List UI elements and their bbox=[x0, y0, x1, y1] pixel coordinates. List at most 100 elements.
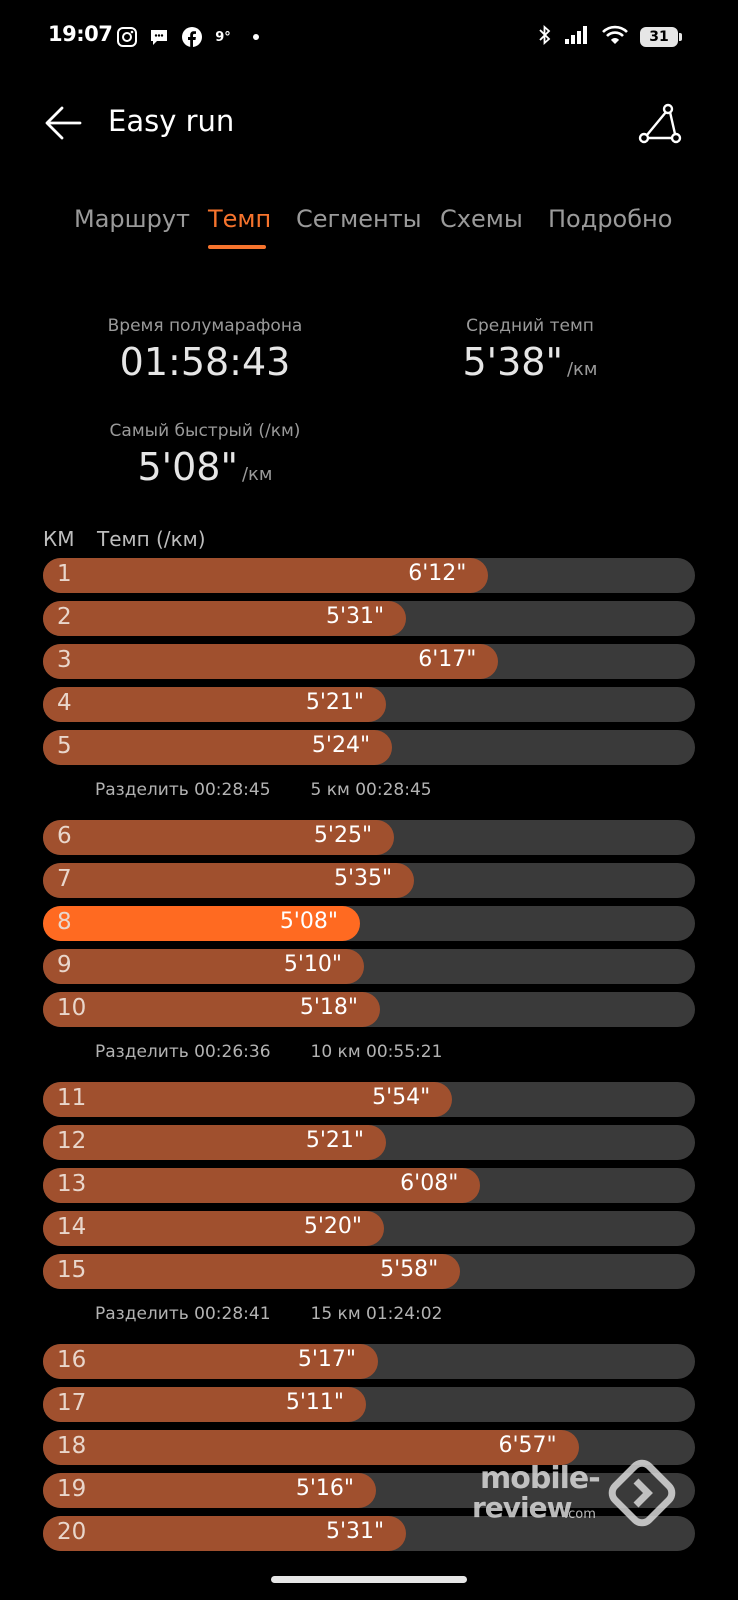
pace-row[interactable]: 19 5'16" bbox=[43, 1473, 695, 1508]
fastest-pace-value: 5'08" bbox=[137, 445, 238, 489]
pace-bar-fastest bbox=[43, 906, 360, 941]
avg-pace-unit: /км bbox=[566, 359, 598, 380]
battery-icon: 31 bbox=[640, 27, 682, 47]
pace-value: 5'35" bbox=[333, 866, 393, 891]
pace-value: 5'16" bbox=[295, 1476, 355, 1501]
pace-row[interactable]: 16 5'17" bbox=[43, 1344, 695, 1379]
split-cumulative: 15 км 01:24:02 bbox=[310, 1304, 443, 1324]
watermark-line2: review bbox=[472, 1491, 573, 1524]
km-label: 5 bbox=[57, 733, 72, 759]
km-label: 11 bbox=[57, 1085, 87, 1111]
split-time: Разделить 00:26:36 bbox=[95, 1042, 271, 1062]
watermark-logo: mobile- review .com bbox=[470, 1455, 680, 1545]
signal-icon bbox=[564, 25, 590, 49]
km-label: 19 bbox=[57, 1476, 87, 1502]
pace-value: 5'18" bbox=[299, 995, 359, 1020]
pace-row[interactable]: 2 5'31" bbox=[43, 601, 695, 636]
pace-value: 5'54" bbox=[372, 1085, 431, 1110]
pace-row[interactable]: 9 5'10" bbox=[43, 949, 695, 984]
page-title: Easy run bbox=[108, 104, 235, 138]
notification-dot-icon bbox=[243, 24, 269, 50]
pace-value: 5'58" bbox=[380, 1257, 439, 1282]
pace-bar bbox=[43, 992, 381, 1027]
pace-bar-chart[interactable]: 1 6'12" 2 5'31" 3 6'17" 4 5'21" 5 5'24" Разделить … bbox=[43, 558, 695, 1558]
pace-bar bbox=[43, 1082, 453, 1117]
pace-row[interactable]: 7 5'35" bbox=[43, 863, 695, 898]
app-header: Easy run bbox=[0, 90, 738, 154]
bluetooth-icon bbox=[538, 24, 552, 50]
km-label: 6 bbox=[57, 823, 72, 849]
pace-bar bbox=[43, 1211, 385, 1246]
half-marathon-value: 01:58:43 bbox=[119, 340, 291, 384]
column-header-km: КМ bbox=[43, 527, 75, 551]
pace-bar bbox=[43, 558, 489, 593]
km-label: 1 bbox=[57, 561, 72, 587]
split-cumulative: 10 км 00:55:21 bbox=[310, 1042, 443, 1062]
pace-row[interactable]: 5 5'24" bbox=[43, 730, 695, 765]
pace-row[interactable]: 3 6'17" bbox=[43, 644, 695, 679]
pace-row[interactable]: 6 5'25" bbox=[43, 820, 695, 855]
km-label: 2 bbox=[57, 604, 72, 630]
status-bar: 19:07 9° 31 bbox=[0, 0, 738, 72]
km-label: 13 bbox=[57, 1171, 87, 1197]
tab-bar: Маршрут Темп Сегменты Схемы Подробно bbox=[0, 205, 738, 255]
km-label: 16 bbox=[57, 1347, 87, 1373]
pace-value: 5'20" bbox=[303, 1214, 363, 1239]
pace-row[interactable]: 14 5'20" bbox=[43, 1211, 695, 1246]
pace-bar bbox=[43, 730, 393, 765]
pace-row[interactable]: 17 5'11" bbox=[43, 1387, 695, 1422]
km-label: 9 bbox=[57, 952, 72, 978]
fastest-pace-unit: /км bbox=[241, 464, 273, 485]
pace-row[interactable]: 1 6'12" bbox=[43, 558, 695, 593]
pace-bar bbox=[43, 1168, 481, 1203]
km-label: 7 bbox=[57, 866, 72, 892]
avg-pace: 5'38"/км bbox=[430, 340, 630, 384]
pace-bar bbox=[43, 687, 387, 722]
pace-row[interactable]: 11 5'54" bbox=[43, 1082, 695, 1117]
split-summary: Разделить 00:28:45 5 км 00:28:45 bbox=[95, 780, 432, 810]
tab-details[interactable]: Подробно bbox=[548, 205, 673, 233]
pace-row[interactable]: 15 5'58" bbox=[43, 1254, 695, 1289]
arrow-left-icon[interactable] bbox=[42, 102, 84, 144]
pace-row[interactable]: 13 6'08" bbox=[43, 1168, 695, 1203]
tab-route[interactable]: Маршрут bbox=[74, 205, 191, 233]
column-header-pace: Темп (/км) bbox=[97, 527, 206, 551]
pace-bar bbox=[43, 601, 407, 636]
split-time: Разделить 00:28:45 bbox=[95, 780, 271, 800]
pace-row[interactable]: 18 6'57" bbox=[43, 1430, 695, 1465]
pace-value: 6'08" bbox=[400, 1171, 459, 1196]
pace-bar bbox=[43, 820, 395, 855]
status-time: 19:07 bbox=[48, 22, 113, 46]
pace-value: 5'24" bbox=[311, 733, 371, 758]
km-label: 12 bbox=[57, 1128, 87, 1154]
pace-row[interactable]: 8 5'08" bbox=[43, 906, 695, 941]
status-right-icons: 31 bbox=[538, 24, 682, 50]
km-label: 14 bbox=[57, 1214, 87, 1240]
pace-value: 5'25" bbox=[313, 823, 373, 848]
watermark-diamond-icon bbox=[608, 1459, 676, 1527]
facebook-icon bbox=[179, 24, 205, 50]
pace-row[interactable]: 10 5'18" bbox=[43, 992, 695, 1027]
pace-bar bbox=[43, 1344, 379, 1379]
pace-row[interactable]: 12 5'21" bbox=[43, 1125, 695, 1160]
home-indicator[interactable] bbox=[271, 1576, 467, 1583]
avg-pace-label: Средний темп bbox=[466, 316, 594, 336]
split-summary: Разделить 00:28:41 15 км 01:24:02 bbox=[95, 1304, 442, 1334]
split-cumulative: 5 км 00:28:45 bbox=[310, 780, 432, 800]
pace-value: 6'12" bbox=[408, 561, 467, 586]
pace-row[interactable]: 4 5'21" bbox=[43, 687, 695, 722]
fastest-pace: 5'08"/км bbox=[90, 445, 320, 489]
instagram-icon bbox=[114, 24, 140, 50]
tab-charts[interactable]: Схемы bbox=[440, 205, 523, 233]
pace-bar bbox=[43, 1254, 461, 1289]
route-icon[interactable] bbox=[638, 102, 682, 146]
km-label: 18 bbox=[57, 1433, 87, 1459]
pace-row[interactable]: 20 5'31" bbox=[43, 1516, 695, 1551]
km-label: 20 bbox=[57, 1519, 87, 1545]
watermark-line3: .com bbox=[564, 1507, 596, 1522]
pace-bar bbox=[43, 1516, 407, 1551]
km-label: 3 bbox=[57, 647, 72, 673]
chat-icon bbox=[146, 24, 172, 50]
tab-pace[interactable]: Темп bbox=[208, 205, 272, 233]
tab-segments[interactable]: Сегменты bbox=[296, 205, 422, 233]
